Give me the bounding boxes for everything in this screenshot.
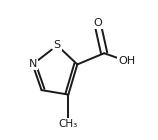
Text: CH₃: CH₃ xyxy=(59,119,78,129)
Text: N: N xyxy=(28,59,37,69)
Text: O: O xyxy=(93,18,102,28)
Text: OH: OH xyxy=(118,56,135,66)
Text: S: S xyxy=(54,40,61,50)
